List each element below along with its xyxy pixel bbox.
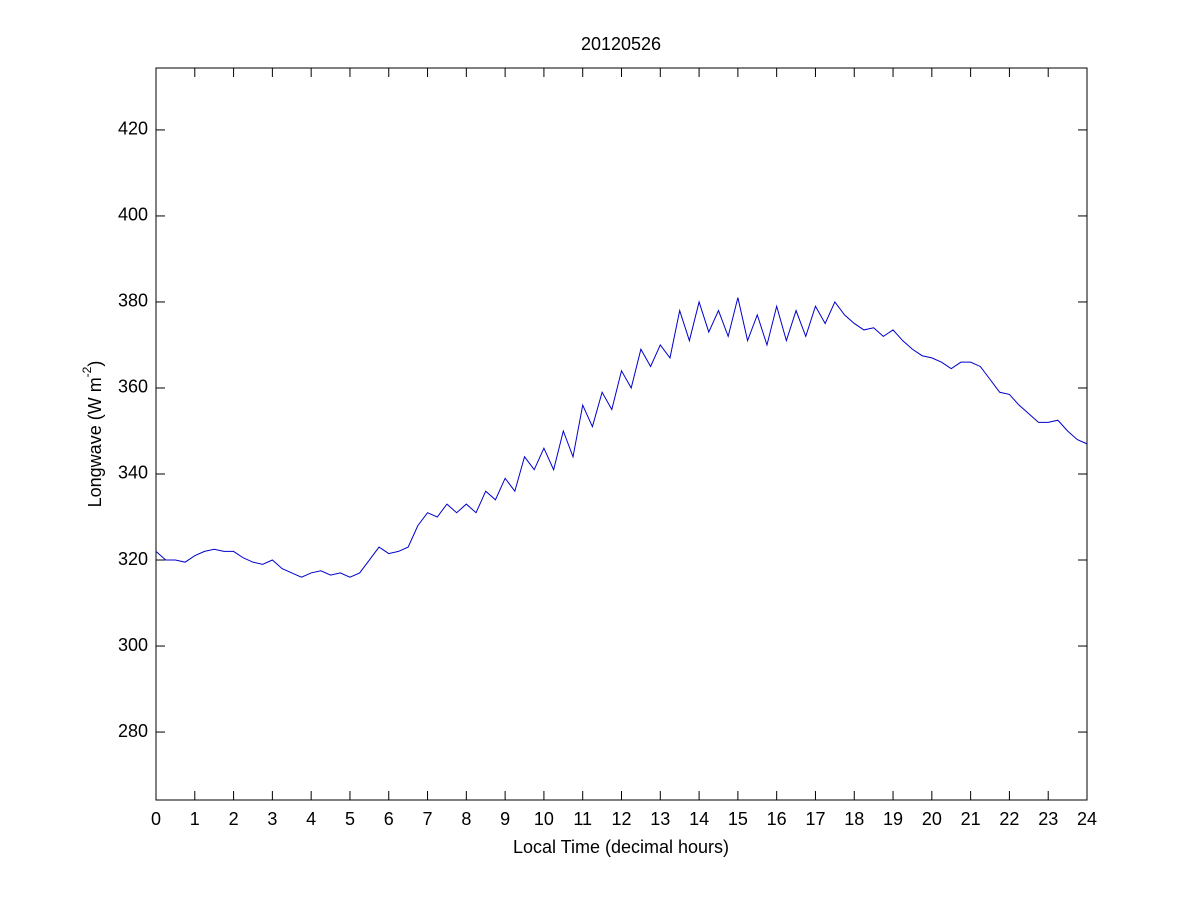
x-tick-label: 3	[267, 809, 277, 829]
y-tick-label: 420	[118, 119, 148, 139]
chart-title: 20120526	[581, 34, 661, 54]
x-tick-label: 7	[423, 809, 433, 829]
x-tick-label: 21	[961, 809, 981, 829]
x-tick-label: 15	[728, 809, 748, 829]
y-tick-label: 400	[118, 205, 148, 225]
x-tick-label: 1	[190, 809, 200, 829]
y-axis-label-end: )	[85, 361, 105, 367]
x-tick-label: 20	[922, 809, 942, 829]
x-tick-label: 19	[883, 809, 903, 829]
y-tick-label: 300	[118, 635, 148, 655]
x-tick-label: 8	[461, 809, 471, 829]
x-tick-label: 6	[384, 809, 394, 829]
x-tick-label: 0	[151, 809, 161, 829]
x-tick-label: 2	[229, 809, 239, 829]
x-tick-label: 24	[1077, 809, 1097, 829]
y-tick-label: 360	[118, 377, 148, 397]
x-tick-label: 23	[1038, 809, 1058, 829]
x-tick-label: 16	[767, 809, 787, 829]
x-tick-label: 22	[999, 809, 1019, 829]
y-axis-label-sup: -2	[80, 366, 94, 377]
y-axis-label-main: Longwave (W m	[85, 377, 105, 507]
x-axis-label: Local Time (decimal hours)	[513, 837, 729, 857]
y-axis-label: Longwave (W m-2)	[80, 361, 105, 508]
x-tick-label: 14	[689, 809, 709, 829]
x-tick-label: 18	[844, 809, 864, 829]
x-tick-label: 4	[306, 809, 316, 829]
y-tick-label: 280	[118, 721, 148, 741]
y-tick-label: 380	[118, 291, 148, 311]
x-tick-label: 9	[500, 809, 510, 829]
x-tick-label: 5	[345, 809, 355, 829]
x-tick-label: 11	[573, 809, 592, 829]
x-tick-label: 12	[611, 809, 631, 829]
y-tick-label: 340	[118, 463, 148, 483]
x-tick-label: 13	[650, 809, 670, 829]
data-line	[155, 297, 1088, 578]
y-tick-label: 320	[118, 549, 148, 569]
x-tick-label: 17	[805, 809, 825, 829]
x-tick-label: 10	[534, 809, 554, 829]
